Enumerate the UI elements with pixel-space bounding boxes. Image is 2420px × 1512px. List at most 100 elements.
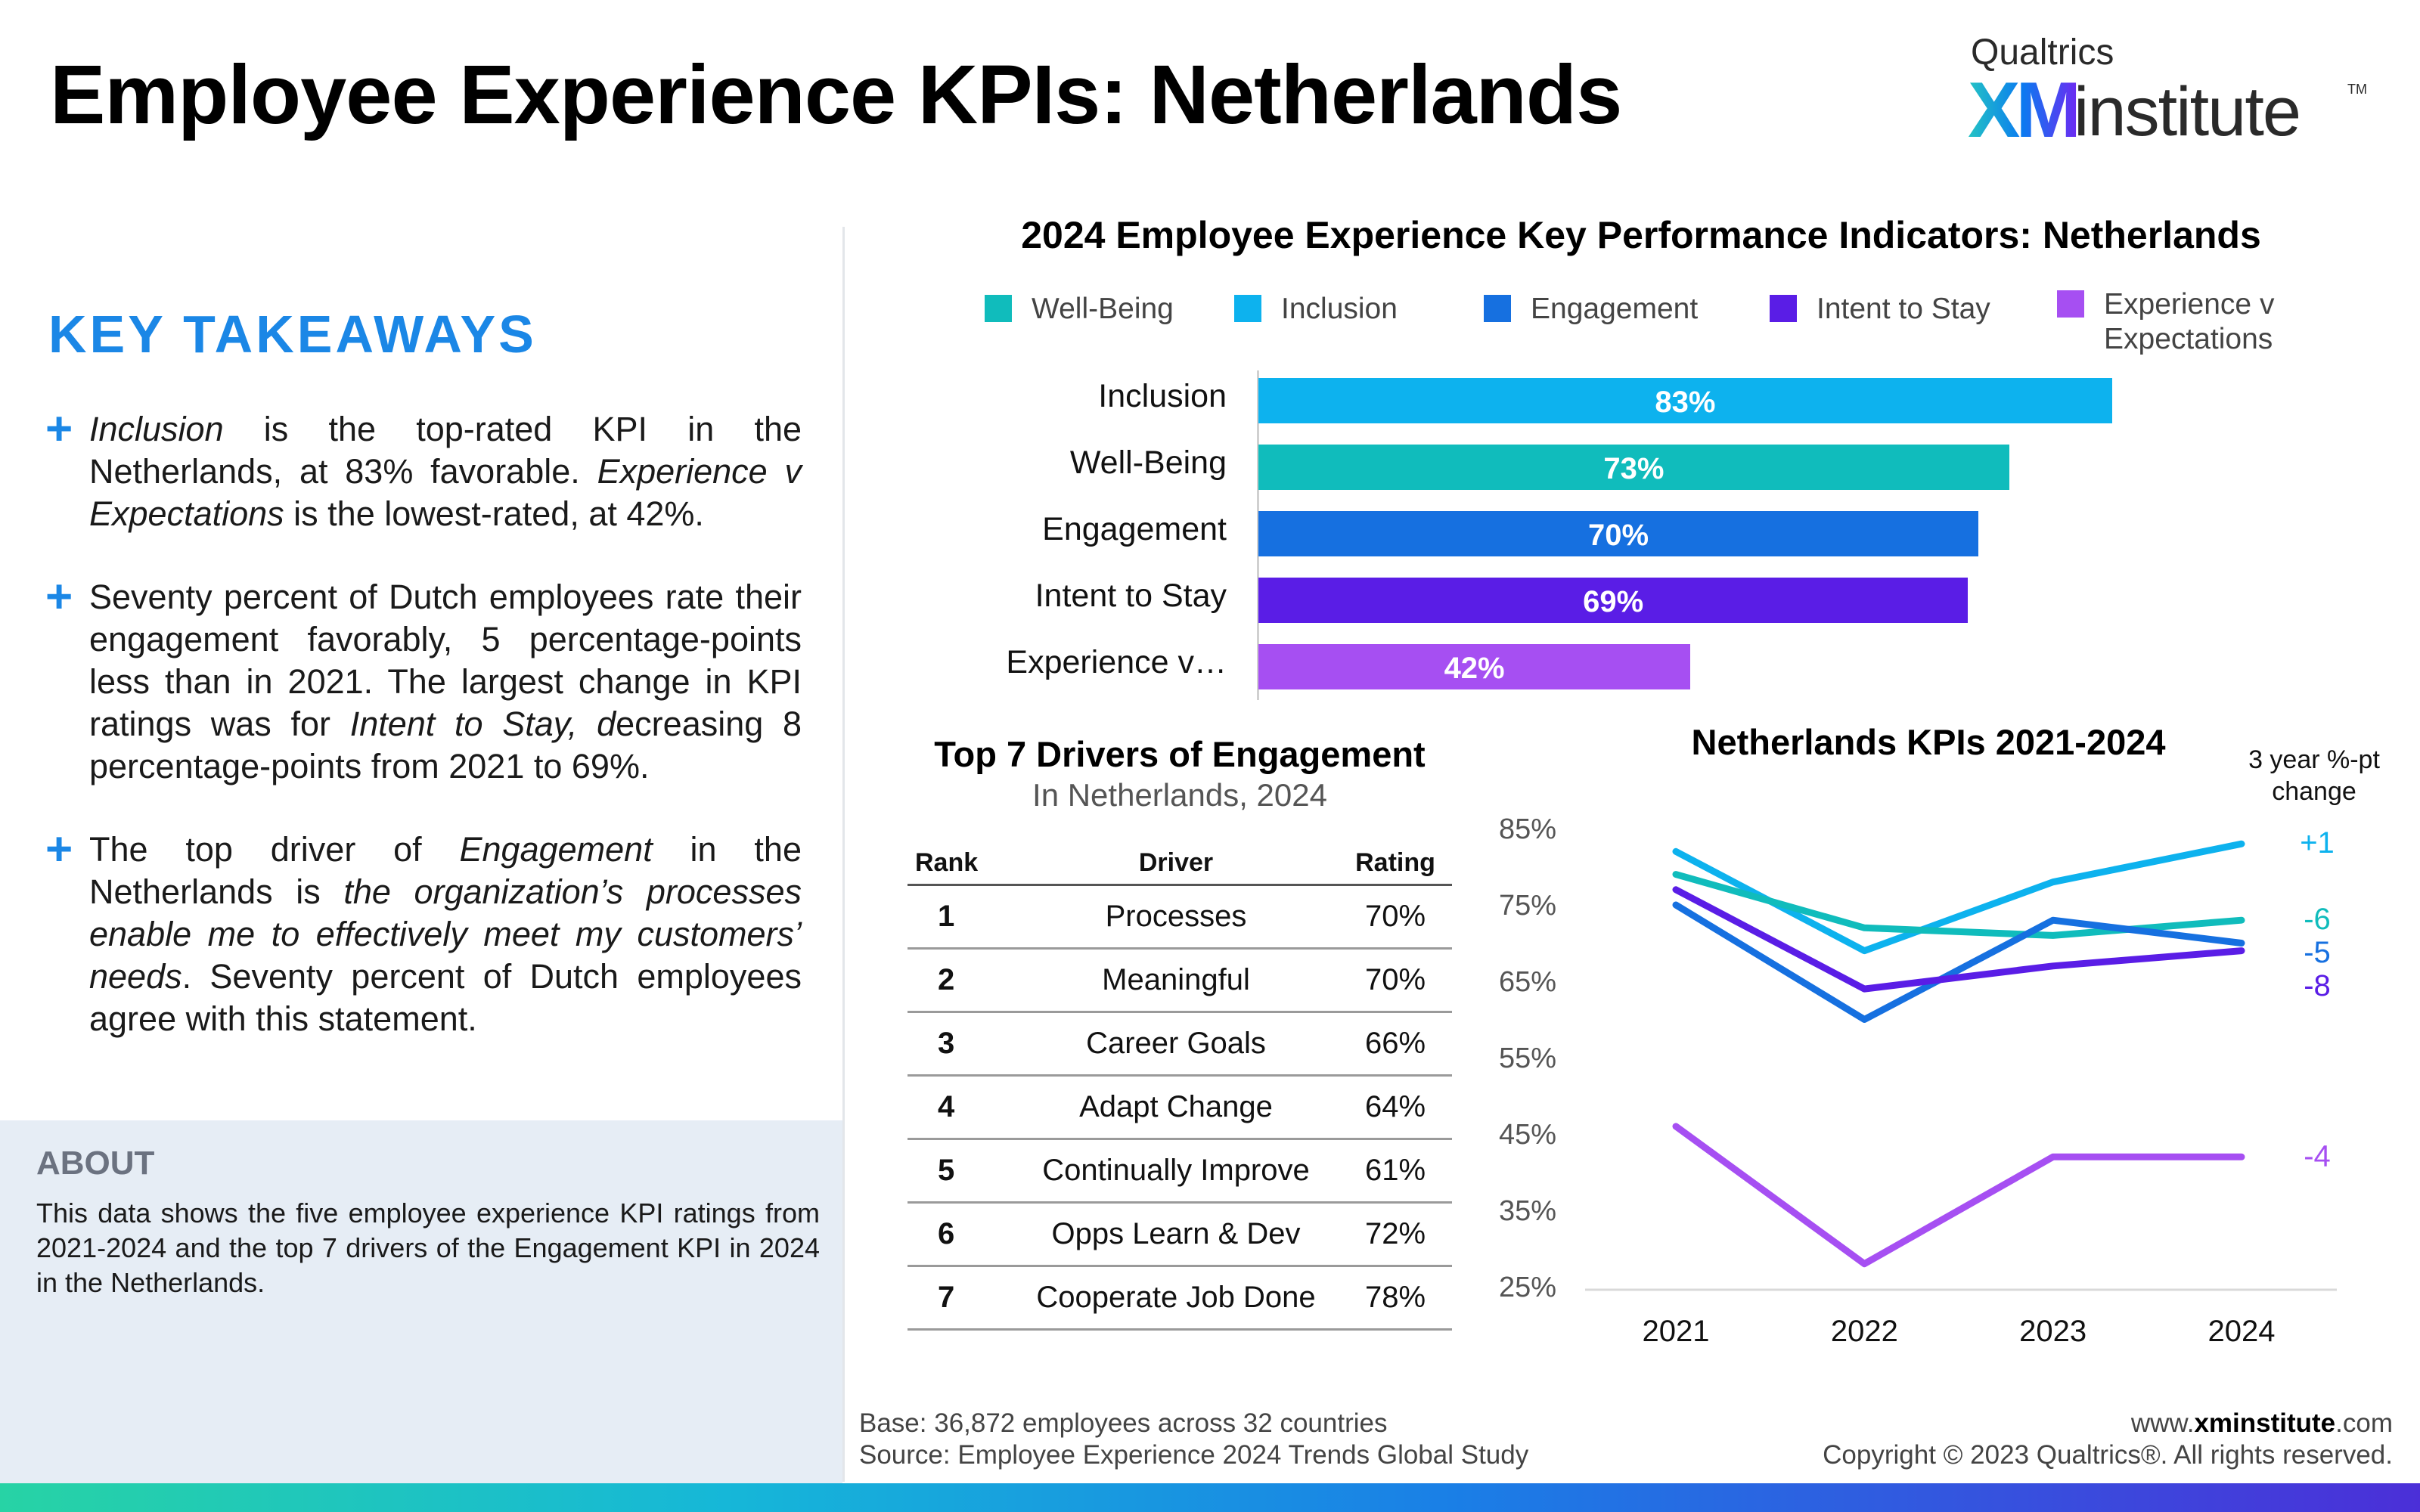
- takeaway-text: The top driver of Engagement in the Neth…: [89, 829, 802, 1040]
- change-label: -4: [2304, 1139, 2331, 1173]
- y-tick-label: 75%: [1499, 890, 1556, 922]
- footer-website-link[interactable]: www.xminstitute.com: [1823, 1408, 2393, 1439]
- y-tick-label: 55%: [1499, 1043, 1556, 1074]
- logo-trademark: TM: [2347, 82, 2367, 97]
- rating-cell: 70%: [1339, 885, 1452, 950]
- logo-qualtrics-text: Qualtrics: [1971, 33, 2114, 73]
- bar-chart-axis: [1257, 370, 1259, 700]
- url-suffix: .com: [2335, 1408, 2393, 1438]
- rank-cell: 6: [908, 1202, 1013, 1267]
- xm-institute-logo: Qualtrics XM institute TM: [1959, 32, 2367, 150]
- change-label: -5: [2304, 936, 2331, 969]
- takeaway-item: + Seventy percent of Dutch employees rat…: [45, 571, 802, 788]
- emphasis-text: Intent to Stay, d: [349, 705, 616, 743]
- takeaway-item: + Inclusion is the top-rated KPI in the …: [45, 403, 802, 535]
- url-prefix: www.: [2130, 1408, 2195, 1438]
- change-label: +1: [2300, 826, 2335, 860]
- table-row: 6 Opps Learn & Dev 72%: [908, 1202, 1452, 1267]
- about-text: This data shows the five employee experi…: [36, 1198, 820, 1298]
- plus-icon: +: [45, 571, 73, 623]
- bar-chart-title: 2024 Employee Experience Key Performance…: [1021, 214, 2261, 256]
- driver-cell: Opps Learn & Dev: [1013, 1202, 1339, 1267]
- driver-cell: Meaningful: [1013, 948, 1339, 1013]
- series-line: [1672, 871, 2245, 939]
- footer-notes: Base: 36,872 employees across 32 countri…: [859, 1408, 1528, 1471]
- column-header-driver: Driver: [1013, 841, 1339, 886]
- bar-category-label: Inclusion: [1098, 378, 1227, 414]
- body-text: . Seventy percent of Dutch employees agr…: [89, 957, 802, 1038]
- y-tick-label: 85%: [1499, 813, 1556, 845]
- rank-cell: 1: [908, 885, 1013, 950]
- rating-cell: 72%: [1339, 1202, 1452, 1267]
- x-tick-label: 2023: [2019, 1315, 2086, 1348]
- table-row: 2 Meaningful 70%: [908, 948, 1452, 1013]
- bar-value-label: 70%: [1587, 519, 1649, 552]
- drivers-table: Rank Driver Rating 1 Processes 70% 2 Mea…: [908, 841, 1452, 1331]
- takeaway-item: + The top driver of Engagement in the Ne…: [45, 823, 802, 1040]
- legend-label: Inclusion: [1281, 293, 1398, 325]
- y-tick-label: 65%: [1499, 966, 1556, 998]
- x-tick-label: 2021: [1643, 1315, 1710, 1348]
- bar-category-label: Well-Being: [1069, 445, 1227, 481]
- about-heading: ABOUT: [36, 1145, 155, 1182]
- legend-label: Engagement: [1531, 293, 1699, 325]
- takeaway-text: Inclusion is the top-rated KPI in the Ne…: [89, 408, 802, 535]
- driver-cell: Adapt Change: [1013, 1075, 1339, 1140]
- key-takeaways-heading: KEY TAKEAWAYS: [48, 305, 537, 364]
- body-text: The top driver of: [89, 830, 460, 869]
- bar-intent-to-stay: 69%: [1258, 578, 1969, 623]
- x-tick-label: 2024: [2208, 1315, 2276, 1348]
- table-row: 5 Continually Improve 61%: [908, 1139, 1452, 1204]
- column-header-rank: Rank: [908, 841, 1013, 886]
- bar-value-label: 73%: [1603, 452, 1665, 485]
- footer-base: Base: 36,872 employees across 32 countri…: [859, 1408, 1388, 1438]
- body-text: Seventy percent of Dutch employees rate …: [89, 578, 802, 743]
- body-text: ecreasing 8 percentage-points from 2021 …: [89, 705, 802, 785]
- rank-cell: 5: [908, 1139, 1013, 1204]
- rating-cell: 78%: [1339, 1266, 1452, 1331]
- rank-cell: 4: [908, 1075, 1013, 1140]
- bar-value-label: 83%: [1655, 386, 1716, 419]
- plus-icon: +: [45, 403, 73, 455]
- table-header-row: Rank Driver Rating: [908, 841, 1452, 886]
- y-tick-label: 35%: [1499, 1195, 1556, 1227]
- drivers-table-subtitle: In Netherlands, 2024: [1032, 777, 1327, 813]
- x-tick-label: 2022: [1831, 1315, 1898, 1348]
- legend-label: Well-Being: [1032, 293, 1174, 325]
- y-tick-label: 25%: [1499, 1272, 1556, 1303]
- series-line: [1672, 886, 2245, 993]
- legend-item-well-being: Well-Being: [985, 292, 1174, 327]
- logo-institute-text: institute: [2074, 73, 2301, 150]
- bar-experience-v-expectations: 42%: [1258, 644, 1691, 689]
- line-chart-title: Netherlands KPIs 2021-2024: [1691, 722, 2166, 762]
- url-domain: xminstitute: [2194, 1408, 2336, 1438]
- legend-swatch: [985, 295, 1012, 322]
- body-text: is the top-rated KPI in the Netherlands,…: [89, 410, 802, 491]
- drivers-table-title: Top 7 Drivers of Engagement: [934, 734, 1426, 774]
- legend-swatch: [1234, 295, 1261, 322]
- body-text: in the Netherlands is: [89, 830, 802, 911]
- driver-cell: Cooperate Job Done: [1013, 1266, 1339, 1331]
- emphasis-text: Engagement: [459, 830, 653, 869]
- column-divider: [842, 227, 845, 1482]
- rating-cell: 61%: [1339, 1139, 1452, 1204]
- table-row: 3 Career Goals 66%: [908, 1012, 1452, 1077]
- driver-cell: Processes: [1013, 885, 1339, 950]
- rank-cell: 2: [908, 948, 1013, 1013]
- footer-credits: www.xminstitute.com Copyright © 2023 Qua…: [1823, 1408, 2393, 1471]
- legend-item-experience-v-expectations: Experience v Expectations: [2057, 287, 2299, 357]
- bar-value-label: 42%: [1444, 652, 1505, 685]
- rating-cell: 66%: [1339, 1012, 1452, 1077]
- plus-icon: +: [45, 823, 73, 875]
- driver-cell: Continually Improve: [1013, 1139, 1339, 1204]
- column-header-rating: Rating: [1339, 841, 1452, 886]
- bar-category-label: Intent to Stay: [1035, 578, 1227, 614]
- rating-cell: 70%: [1339, 948, 1452, 1013]
- change-label: -8: [2304, 969, 2331, 1002]
- table-row: 1 Processes 70%: [908, 885, 1452, 950]
- rank-cell: 7: [908, 1266, 1013, 1331]
- legend-item-engagement: Engagement: [1484, 292, 1698, 327]
- legend-item-intent-to-stay: Intent to Stay: [1770, 292, 1990, 327]
- bar-inclusion: 83%: [1258, 378, 2112, 423]
- footer-copyright: Copyright © 2023 Qualtrics®. All rights …: [1823, 1440, 2393, 1470]
